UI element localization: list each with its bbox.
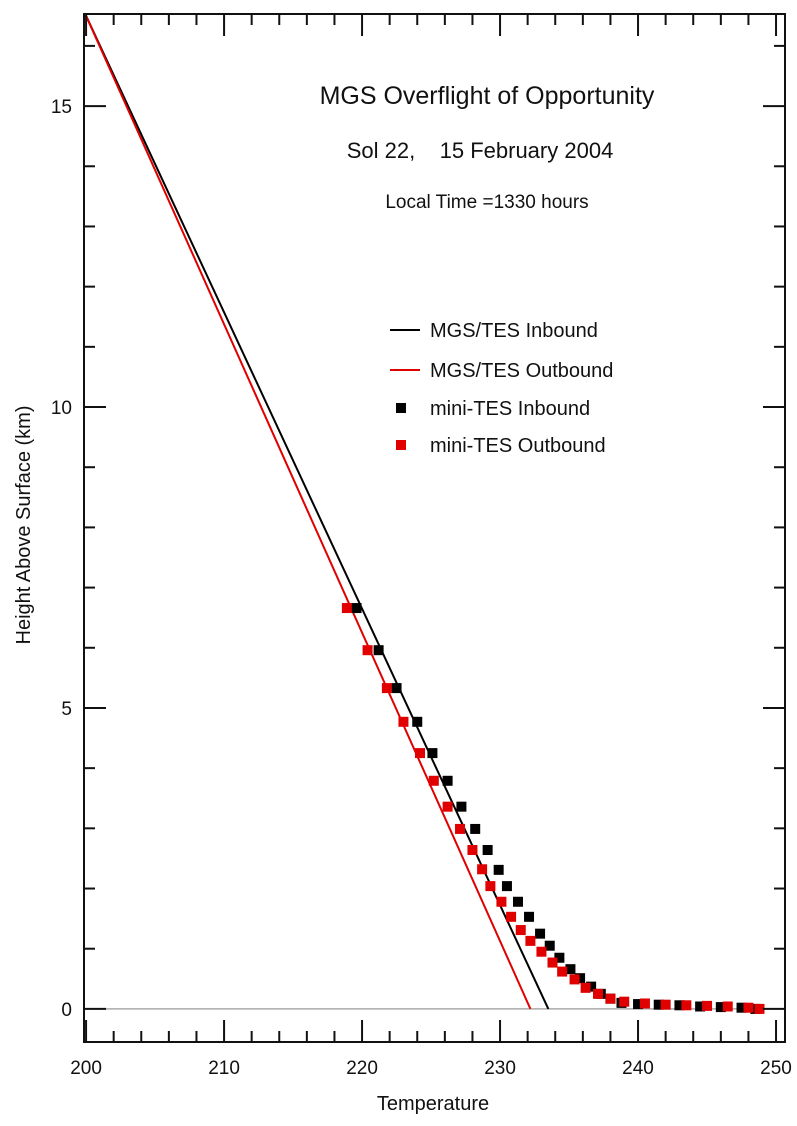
data-point — [512, 896, 523, 907]
data-point — [496, 896, 507, 907]
data-point — [544, 940, 555, 951]
data-point — [547, 957, 558, 968]
legend-marker-swatch — [396, 403, 406, 413]
plot-frame — [83, 13, 786, 1043]
y-axis-label: Height Above Surface (km) — [13, 406, 35, 645]
y-tick-label: 15 — [51, 97, 72, 118]
data-point — [501, 881, 512, 892]
data-point — [442, 775, 453, 786]
data-point — [593, 988, 604, 999]
y-tick-label: 5 — [61, 699, 72, 720]
data-point — [536, 946, 547, 957]
series-mini-tes-inbound — [351, 603, 761, 1014]
series-mgs-tes-outbound — [85, 15, 532, 1010]
data-point — [467, 845, 478, 856]
data-point — [341, 603, 352, 614]
data-point — [456, 801, 467, 812]
x-tick-label: 200 — [70, 1058, 102, 1079]
data-point — [351, 603, 362, 614]
data-point — [569, 974, 580, 985]
series-mini-tes-outbound — [341, 603, 765, 1014]
x-tick-label: 220 — [346, 1058, 378, 1079]
data-point — [525, 935, 536, 946]
data-point — [515, 925, 526, 936]
data-point — [557, 966, 568, 977]
data-point — [482, 845, 493, 856]
y-tick-label: 0 — [61, 1000, 72, 1021]
axes: 200 210 220 230 240 250 0 5 10 15 — [51, 13, 792, 1079]
data-point — [373, 645, 384, 656]
data-point — [506, 911, 517, 922]
legend-label: mini-TES Outbound — [430, 435, 606, 457]
legend-item: mini-TES Outbound — [396, 435, 606, 457]
data-point — [681, 1000, 692, 1011]
data-point — [639, 998, 650, 1009]
data-point — [580, 982, 591, 993]
data-point — [455, 823, 466, 834]
data-point — [415, 748, 426, 759]
data-point — [470, 823, 481, 834]
data-point — [702, 1000, 713, 1011]
data-point — [586, 981, 597, 992]
legend-item: mini-TES Inbound — [396, 398, 590, 420]
data-point — [565, 964, 576, 975]
series-line — [85, 15, 550, 1010]
legend-item: MGS/TES Inbound — [390, 320, 598, 342]
data-point — [605, 993, 616, 1004]
legend-label: MGS/TES Outbound — [430, 360, 613, 382]
data-point — [485, 881, 496, 892]
data-point — [619, 996, 630, 1007]
x-tick-label: 230 — [484, 1058, 516, 1079]
series-line — [85, 15, 532, 1010]
data-point — [715, 1002, 726, 1013]
data-point — [381, 683, 392, 694]
x-tick-label: 250 — [760, 1058, 792, 1079]
data-point — [695, 1001, 706, 1012]
data-point — [477, 864, 488, 875]
data-point — [653, 999, 664, 1010]
data-point — [633, 999, 644, 1010]
data-point — [391, 683, 402, 694]
x-axis-label: Temperature — [377, 1093, 489, 1115]
legend-label: MGS/TES Inbound — [430, 320, 598, 342]
data-point — [743, 1002, 754, 1013]
data-point — [524, 911, 535, 922]
legend-marker-swatch — [396, 440, 406, 450]
data-point — [554, 952, 565, 963]
data-point — [493, 864, 504, 875]
plot-marks — [84, 15, 785, 1014]
chart-annotation: Local Time =1330 hours — [385, 192, 588, 213]
x-tick-label: 210 — [208, 1058, 240, 1079]
data-point — [427, 748, 438, 759]
chart-title: MGS Overflight of Opportunity — [320, 82, 655, 110]
data-point — [535, 928, 546, 939]
data-point — [736, 1002, 747, 1013]
data-point — [442, 801, 453, 812]
legend-label: mini-TES Inbound — [430, 398, 590, 420]
series-mgs-tes-inbound — [85, 15, 550, 1010]
data-point — [660, 999, 671, 1010]
data-point — [398, 716, 409, 727]
legend: MGS/TES Inbound MGS/TES Outbound mini-TES … — [390, 320, 613, 457]
y-tick-label: 10 — [51, 398, 72, 419]
data-point — [362, 645, 373, 656]
data-point — [428, 775, 439, 786]
chart-subtitle: Sol 22, 15 February 2004 — [347, 138, 614, 163]
data-point — [674, 1000, 685, 1011]
data-point — [412, 716, 423, 727]
data-point — [575, 973, 586, 984]
legend-item: MGS/TES Outbound — [390, 360, 613, 382]
x-tick-label: 240 — [622, 1058, 654, 1079]
data-point — [754, 1003, 765, 1014]
data-point — [722, 1001, 733, 1012]
